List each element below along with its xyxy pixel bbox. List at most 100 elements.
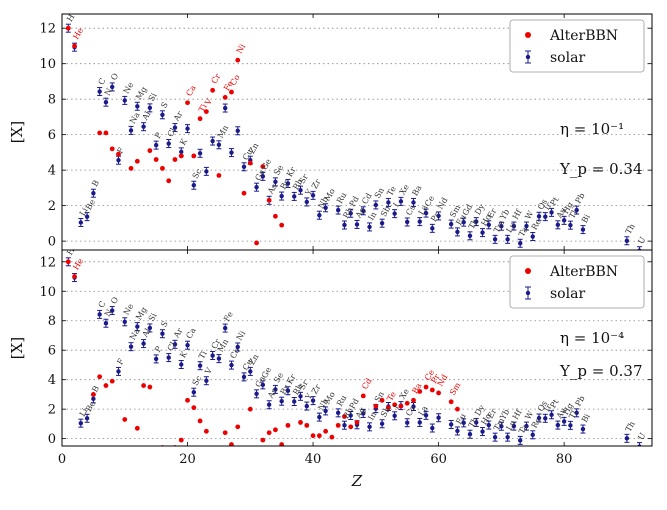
solar-dot <box>624 436 630 441</box>
solar-dot <box>574 410 579 416</box>
solar-point-z63 <box>454 426 460 436</box>
solar-point-z17 <box>166 353 172 363</box>
element-label-Pb: Pb <box>574 191 587 205</box>
solar-dot <box>323 205 328 210</box>
solar-point-z11 <box>128 342 134 352</box>
alterbbn-point-z38 <box>298 420 303 425</box>
solar-dot <box>235 344 240 350</box>
solar-point-z64 <box>461 418 467 428</box>
element-label-Sr: Sr <box>297 172 310 185</box>
alterbbn-point-z24 <box>210 87 216 93</box>
solar-dot <box>455 428 460 434</box>
solar-dot <box>568 423 573 428</box>
element-label-Er: Er <box>486 207 499 220</box>
alterbbn-point-z26 <box>222 94 228 100</box>
solar-point-z21 <box>191 180 197 190</box>
alterbbn-point-z23 <box>203 109 209 114</box>
element-label-Sc: Sc <box>191 167 204 181</box>
solar-dot <box>505 434 510 440</box>
element-label-Li: Li <box>78 206 90 218</box>
element-label-model-He: He <box>71 257 85 272</box>
solar-point-z62 <box>448 219 454 229</box>
solar-point-z54 <box>398 196 404 206</box>
element-label-Hf: Hf <box>511 207 524 221</box>
solar-dot <box>310 193 316 198</box>
solar-dot <box>373 202 379 208</box>
solar-dot <box>254 184 259 190</box>
solar-dot <box>166 355 171 360</box>
alterbbn-point-z58 <box>423 384 429 390</box>
element-label-model-Pr: Pr <box>429 372 441 385</box>
element-label-Ru: Ru <box>335 191 348 205</box>
element-label-P: P <box>153 344 164 354</box>
solar-point-z62 <box>448 419 454 429</box>
solar-point-z48 <box>360 408 366 418</box>
alterbbn-point-z62 <box>448 399 454 405</box>
element-label-model-V: V <box>203 97 214 108</box>
solar-dot <box>405 219 410 225</box>
element-label-Na: Na <box>128 111 142 126</box>
solar-dot <box>561 419 567 424</box>
solar-point-z35 <box>279 191 285 201</box>
solar-dot <box>379 421 385 426</box>
element-label-In: In <box>366 210 378 222</box>
y-tick-label: 8 <box>48 93 56 108</box>
solar-point-z41 <box>316 210 322 220</box>
alterbbn-point-z35 <box>279 222 285 228</box>
solar-dot <box>279 399 284 404</box>
alterbbn-point-z2 <box>72 274 77 279</box>
solar-point-z63 <box>454 227 460 237</box>
solar-point-z21 <box>191 387 197 397</box>
alterbbn-point-z1 <box>65 25 71 31</box>
element-label-Tl: Tl <box>567 409 579 421</box>
solar-point-z31 <box>254 182 260 192</box>
element-label-Cr: Cr <box>210 337 223 350</box>
solar-point-z29 <box>241 372 247 382</box>
element-label-Xe: Xe <box>398 183 411 197</box>
alterbbn-point-z7 <box>103 383 109 388</box>
element-label-Ru: Ru <box>335 394 348 408</box>
solar-dot <box>405 420 410 425</box>
solar-point-z83 <box>580 424 586 434</box>
solar-dot <box>637 444 642 446</box>
solar-dot <box>423 413 429 418</box>
solar-point-z67 <box>480 228 486 238</box>
solar-dot <box>436 213 441 219</box>
legend-box <box>509 19 645 73</box>
solar-dot <box>110 84 115 90</box>
solar-dot <box>317 414 322 420</box>
alterbbn-point-z1 <box>65 259 71 265</box>
solar-dot <box>91 396 96 402</box>
element-label-Kr: Kr <box>285 373 298 386</box>
solar-point-z57 <box>417 217 423 227</box>
solar-point-z32 <box>260 380 266 390</box>
solar-dot <box>580 426 586 432</box>
solar-dot <box>116 158 121 163</box>
solar-point-z69 <box>492 432 498 442</box>
solar-dot <box>97 89 102 94</box>
legend-marker-solar <box>525 290 531 296</box>
element-label-S: S <box>159 101 170 110</box>
solar-dot <box>97 312 102 317</box>
alterbbn-point-z40 <box>310 433 316 439</box>
alterbbn-point-z21 <box>191 405 197 411</box>
alterbbn-point-z25 <box>217 447 222 452</box>
solar-point-z28 <box>235 126 241 136</box>
solar-point-z29 <box>241 162 247 172</box>
solar-point-z49 <box>367 222 373 232</box>
solar-dot <box>524 423 529 429</box>
legend: AlterBBN solar <box>509 19 645 73</box>
legend-label-solar: solar <box>550 50 585 66</box>
solar-point-z22 <box>197 148 203 158</box>
solar-point-z13 <box>141 122 147 132</box>
element-label-model-Cr: Cr <box>210 72 223 85</box>
solar-point-z53 <box>392 209 398 219</box>
solar-dot <box>354 222 360 227</box>
solar-point-z8 <box>109 82 115 92</box>
x-tick-label: 0 <box>58 452 66 467</box>
solar-point-z15 <box>153 354 159 364</box>
solar-point-z25 <box>216 354 222 364</box>
solar-dot <box>128 344 134 349</box>
legend-label-alterbbn: AlterBBN <box>549 264 618 280</box>
